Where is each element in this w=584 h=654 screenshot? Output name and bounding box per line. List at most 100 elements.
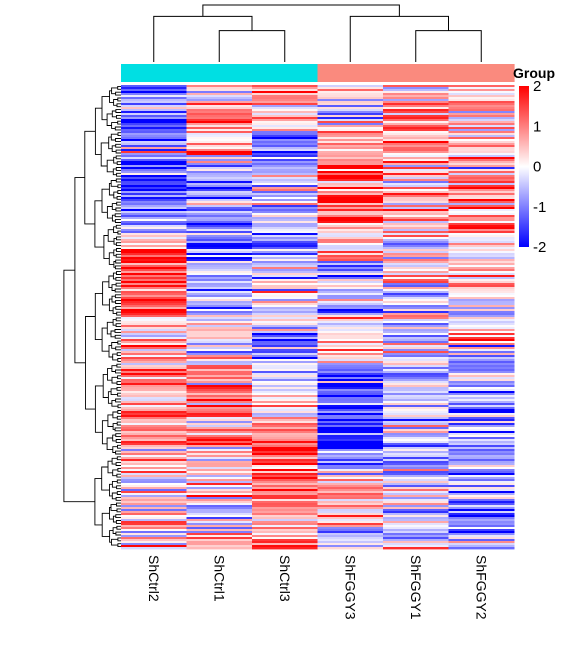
heatmap-cell <box>252 257 318 260</box>
heatmap-cell <box>448 457 515 460</box>
heatmap-cell <box>186 327 253 330</box>
legend-tick-label: 1 <box>533 118 541 135</box>
heatmap-cell <box>317 193 384 196</box>
heatmap-cell <box>186 221 253 224</box>
heatmap-cell <box>121 295 187 298</box>
heatmap-cell <box>317 315 384 318</box>
heatmap-cell <box>186 279 253 282</box>
heatmap-cell <box>383 429 449 432</box>
heatmap-cell <box>448 101 515 104</box>
heatmap-cell <box>448 133 515 136</box>
heatmap-cell <box>121 173 187 176</box>
heatmap-cell <box>121 503 187 506</box>
dendrogram-branch <box>153 15 253 62</box>
heatmap-cell <box>317 353 384 356</box>
heatmap-cell <box>448 99 515 102</box>
heatmap-cell <box>383 483 449 486</box>
heatmap-cell <box>448 275 515 278</box>
heatmap-cell <box>383 375 449 378</box>
heatmap-cell <box>383 477 449 480</box>
heatmap-cell <box>252 545 318 548</box>
heatmap-cell <box>317 415 384 418</box>
heatmap-cell <box>448 105 515 108</box>
heatmap-cell <box>317 329 384 332</box>
heatmap-cell <box>448 515 515 518</box>
heatmap-cell <box>448 157 515 160</box>
heatmap-cell <box>121 229 187 232</box>
heatmap-cell <box>317 137 384 140</box>
heatmap-cell <box>121 451 187 454</box>
heatmap-cell <box>383 213 449 216</box>
heatmap-cell <box>252 479 318 482</box>
heatmap-cell <box>317 463 384 466</box>
heatmap-cell <box>383 103 449 106</box>
heatmap-cell <box>252 143 318 146</box>
heatmap-cell <box>252 429 318 432</box>
heatmap-cell <box>317 455 384 458</box>
heatmap-cell <box>383 203 449 206</box>
heatmap-cell <box>383 231 449 234</box>
heatmap-cell <box>186 171 253 174</box>
heatmap-cell <box>252 427 318 430</box>
heatmap-cell <box>317 131 384 134</box>
heatmap-cell <box>448 227 515 230</box>
heatmap-cell <box>383 253 449 256</box>
heatmap-cell <box>121 285 187 288</box>
heatmap-cell <box>252 249 318 252</box>
heatmap-cell <box>186 489 253 492</box>
heatmap-cell <box>252 295 318 298</box>
heatmap-cell <box>383 89 449 92</box>
heatmap-cell <box>121 261 187 264</box>
heatmap-cell <box>448 511 515 514</box>
heatmap-cell <box>448 507 515 510</box>
heatmap-cell <box>383 463 449 466</box>
heatmap-cell <box>448 529 515 532</box>
heatmap-cell <box>186 539 253 542</box>
heatmap-cell <box>383 451 449 454</box>
heatmap-cell <box>186 293 253 296</box>
heatmap-cell <box>383 271 449 274</box>
heatmap-cell <box>383 141 449 144</box>
heatmap-cell <box>186 509 253 512</box>
heatmap-cell <box>186 163 253 166</box>
heatmap-cell <box>186 99 253 102</box>
heatmap-cell <box>252 253 318 256</box>
column-label: ShCtrl2 <box>146 555 162 602</box>
heatmap-cell <box>121 361 187 364</box>
heatmap-cell <box>448 147 515 150</box>
heatmap-cell <box>448 225 515 228</box>
heatmap-cell <box>252 343 318 346</box>
heatmap-cell <box>186 153 253 156</box>
heatmap-cell <box>121 329 187 332</box>
heatmap-cell <box>121 319 187 322</box>
heatmap-cell <box>186 253 253 256</box>
heatmap-cell <box>186 305 253 308</box>
heatmap-cell <box>186 179 253 182</box>
heatmap-cell <box>186 261 253 264</box>
heatmap-cell <box>317 299 384 302</box>
heatmap-cell <box>186 131 253 134</box>
heatmap-cell <box>448 373 515 376</box>
heatmap-cell <box>383 127 449 130</box>
heatmap-cell <box>186 183 253 186</box>
heatmap-cell <box>121 399 187 402</box>
heatmap-cell <box>383 321 449 324</box>
heatmap-cell <box>186 547 253 550</box>
heatmap-cell <box>186 289 253 292</box>
heatmap-cell <box>186 389 253 392</box>
heatmap-cell <box>121 363 187 366</box>
heatmap-cell <box>121 513 187 516</box>
group-annotation-bar <box>121 64 515 82</box>
heatmap-cell <box>252 433 318 436</box>
heatmap-cell <box>448 531 515 534</box>
heatmap-cell <box>252 351 318 354</box>
heatmap-cell <box>317 211 384 214</box>
heatmap-cell <box>121 215 187 218</box>
heatmap-cell <box>383 311 449 314</box>
heatmap-cell <box>383 405 449 408</box>
heatmap-cell <box>252 207 318 210</box>
heatmap-cell <box>317 515 384 518</box>
heatmap-cell <box>252 489 318 492</box>
heatmap-cell <box>121 467 187 470</box>
heatmap-cell <box>252 151 318 154</box>
